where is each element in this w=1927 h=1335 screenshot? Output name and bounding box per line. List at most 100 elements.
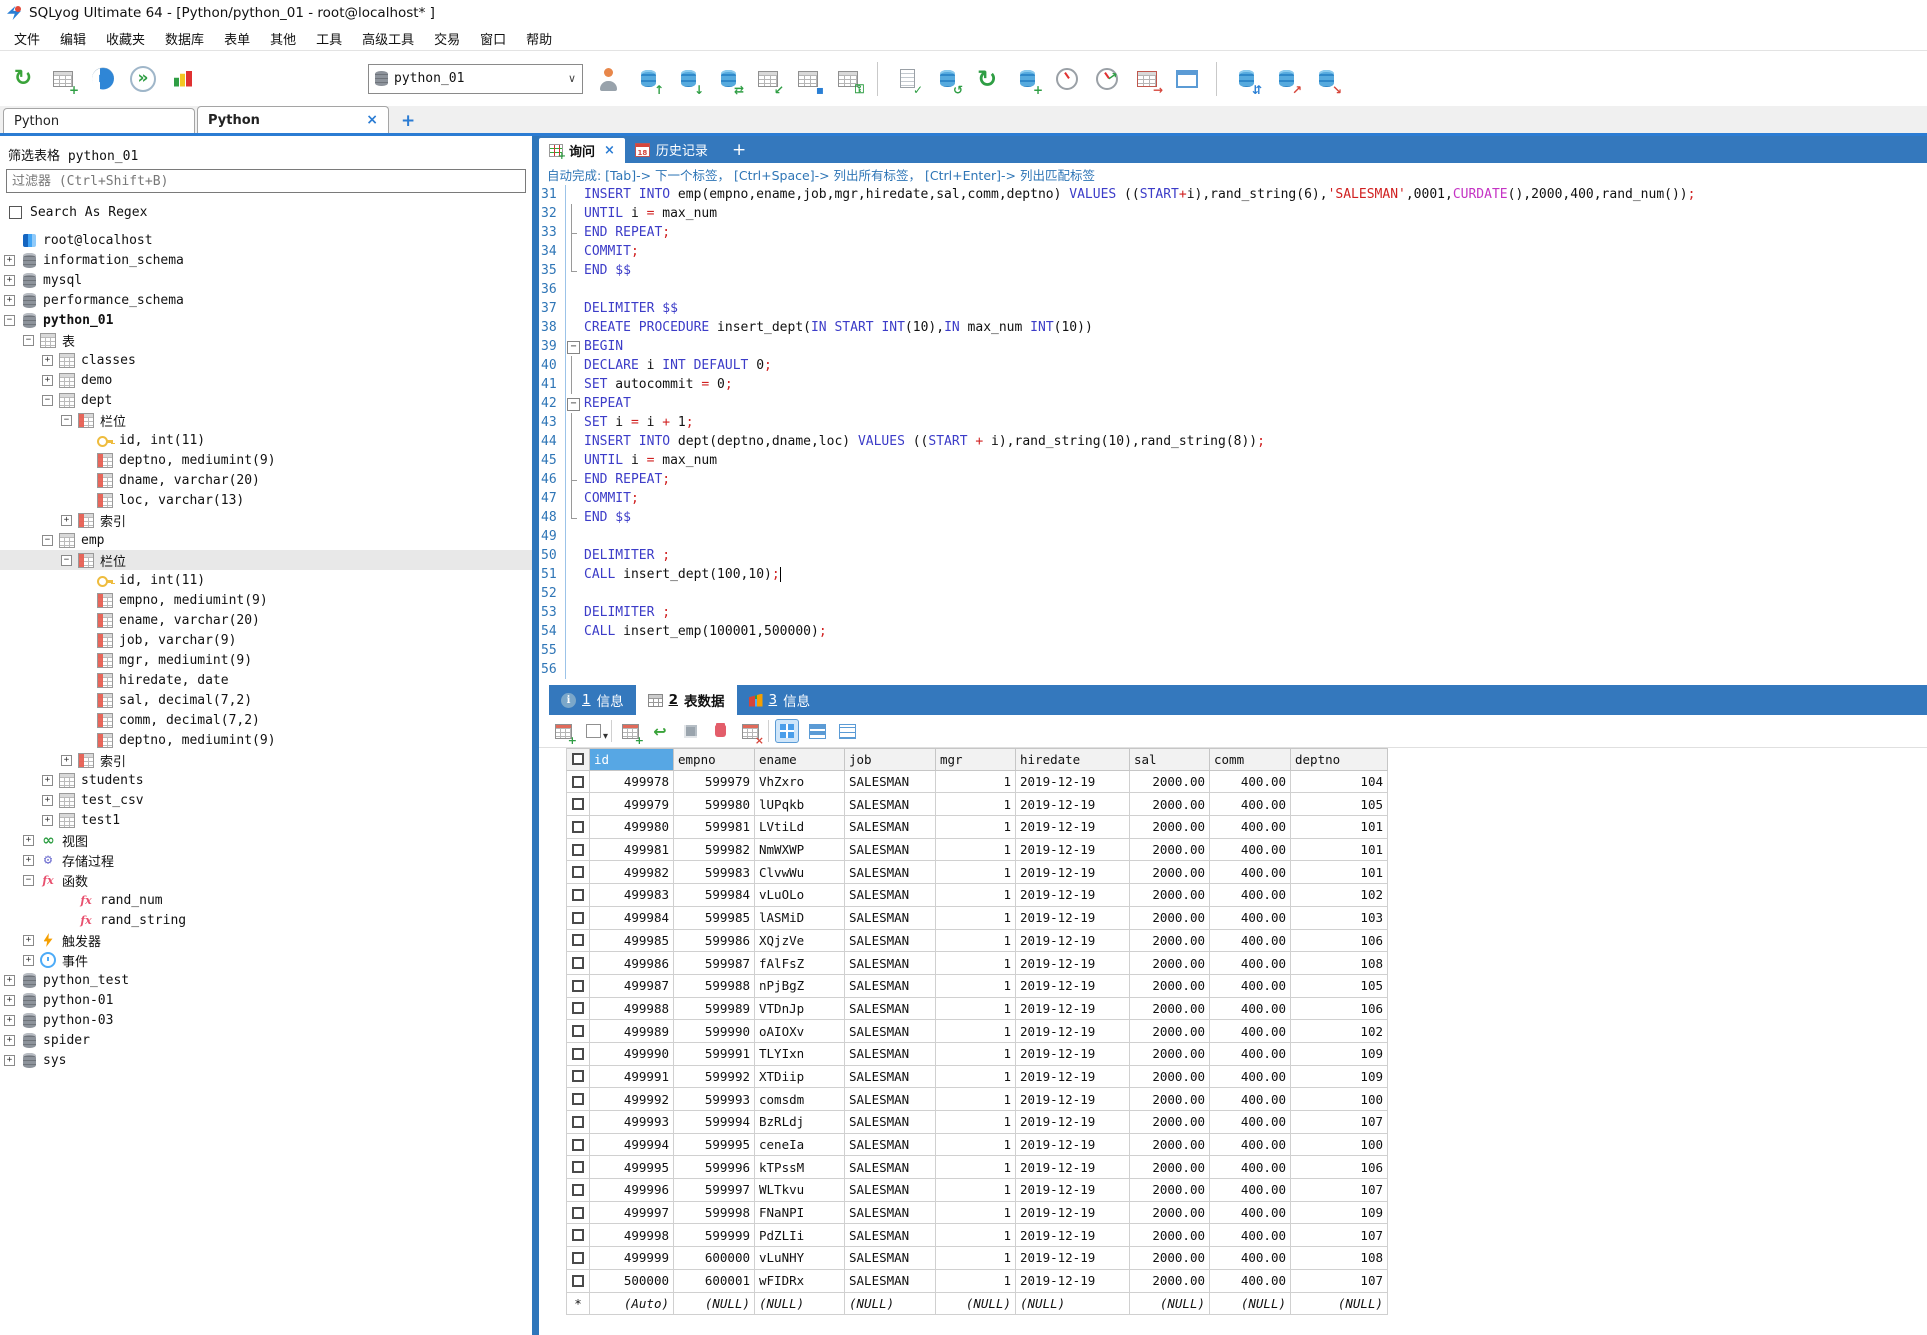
row-select-cell[interactable] xyxy=(566,816,590,839)
menu-item[interactable]: 编辑 xyxy=(60,32,87,48)
backup-table-icon[interactable] xyxy=(793,64,824,97)
db-export-icon[interactable] xyxy=(1271,64,1302,97)
grid-cell[interactable]: 1 xyxy=(936,1088,1016,1111)
grid-cell[interactable]: 599984 xyxy=(674,884,755,907)
tree-item-mysql[interactable]: mysql xyxy=(0,270,532,290)
grid-cell[interactable]: 499983 xyxy=(590,884,674,907)
grid-cell[interactable]: PdZLIi xyxy=(755,1224,845,1248)
row-checkbox[interactable] xyxy=(572,820,584,833)
grid-cell[interactable]: 2019-12-19 xyxy=(1016,997,1130,1021)
grid-cell[interactable]: SALESMAN xyxy=(845,1111,936,1134)
tree-item-test_csv[interactable]: test_csv xyxy=(0,790,532,810)
grid-cell[interactable]: 599989 xyxy=(674,997,755,1021)
grid-cell[interactable]: 400.00 xyxy=(1210,1042,1291,1066)
grid-cell[interactable]: fAlFsZ xyxy=(755,952,845,975)
grid-cell[interactable]: 499994 xyxy=(590,1133,674,1157)
tree-expander-icon[interactable] xyxy=(42,534,53,546)
tree-item-[interactable]: 函数 xyxy=(0,870,532,890)
export-table-icon[interactable] xyxy=(753,64,784,97)
grid-cell[interactable]: 499989 xyxy=(590,1020,674,1043)
grid-cell[interactable]: SALESMAN xyxy=(845,1133,936,1157)
grid-cell[interactable]: 2000.00 xyxy=(1130,1088,1210,1111)
table-row[interactable]: 499990 599991 TLYIxn SALESMAN 1 2019-12-19 200… xyxy=(566,1042,1927,1066)
sync-database-icon[interactable] xyxy=(713,64,744,97)
copy-table-icon[interactable] xyxy=(1132,64,1163,97)
grid-cell[interactable]: 2019-12-19 xyxy=(1016,906,1130,930)
row-checkbox[interactable] xyxy=(572,866,584,879)
row-select-cell[interactable] xyxy=(566,1179,590,1202)
grid-cell[interactable]: SALESMAN xyxy=(845,884,936,907)
table-row[interactable]: 499992 599993 comsdm SALESMAN 1 2019-12-19 200… xyxy=(566,1088,1927,1111)
row-checkbox[interactable] xyxy=(572,934,584,947)
text-view-icon[interactable] xyxy=(835,719,859,743)
save-changes-icon[interactable] xyxy=(678,719,702,743)
row-checkbox[interactable] xyxy=(572,1025,584,1038)
grid-cell[interactable]: 106 xyxy=(1291,1156,1388,1180)
tree-item-[interactable]: 触发器 xyxy=(0,930,532,950)
table-row[interactable]: 499978 599979 VhZxro SALESMAN 1 2019-12-19 200… xyxy=(566,770,1927,794)
insert-row-icon[interactable] xyxy=(618,719,644,747)
grid-cell[interactable]: 109 xyxy=(1291,1065,1388,1089)
filter-input-box[interactable] xyxy=(6,169,526,193)
grid-cell[interactable]: 1 xyxy=(936,1269,1016,1293)
grid-cell[interactable]: 2000.00 xyxy=(1130,929,1210,953)
grid-cell[interactable]: 599981 xyxy=(674,816,755,839)
row-select-cell[interactable] xyxy=(566,952,590,975)
db-synchronize-icon[interactable] xyxy=(1231,64,1262,97)
tree-expander-icon[interactable] xyxy=(61,414,72,426)
tree-item-[interactable]: 事件 xyxy=(0,950,532,970)
grid-cell-null[interactable]: (Auto) xyxy=(590,1292,674,1316)
results-tab-1[interactable]: i 1 信息 xyxy=(549,685,636,715)
table-row[interactable]: 499980 599981 LVtiLd SALESMAN 1 2019-12-19 200… xyxy=(566,816,1927,839)
row-checkbox[interactable] xyxy=(572,1161,584,1174)
refresh-database-icon[interactable] xyxy=(932,64,963,97)
grid-cell[interactable]: 2000.00 xyxy=(1130,906,1210,930)
database-selector[interactable]: python_01 ∨ xyxy=(368,63,583,94)
grid-cell[interactable]: 400.00 xyxy=(1210,906,1291,930)
grid-cell[interactable]: 599980 xyxy=(674,793,755,817)
grid-cell[interactable]: 2000.00 xyxy=(1130,861,1210,885)
grid-cell[interactable]: SALESMAN xyxy=(845,1201,936,1225)
grid-cell-null[interactable]: (NULL) xyxy=(674,1292,755,1316)
table-row[interactable]: 499988 599989 VTDnJp SALESMAN 1 2019-12-19 200… xyxy=(566,997,1927,1021)
grid-cell[interactable]: 2019-12-19 xyxy=(1016,884,1130,907)
grid-cell[interactable]: ceneIa xyxy=(755,1133,845,1157)
grid-cell[interactable]: 2019-12-19 xyxy=(1016,861,1130,885)
new-query-tab-button[interactable]: + xyxy=(731,139,747,160)
grid-cell[interactable]: 2000.00 xyxy=(1130,1042,1210,1066)
grid-cell[interactable]: 107 xyxy=(1291,1111,1388,1134)
grid-cell[interactable]: 400.00 xyxy=(1210,1156,1291,1180)
grid-cell[interactable]: 2019-12-19 xyxy=(1016,1201,1130,1225)
tree-expander-icon[interactable] xyxy=(23,874,34,886)
grid-cell[interactable]: SALESMAN xyxy=(845,793,936,817)
row-select-cell[interactable] xyxy=(566,1133,590,1157)
cancel-changes-icon[interactable] xyxy=(738,719,764,747)
grid-cell[interactable]: 499997 xyxy=(590,1201,674,1225)
auto-insert-row[interactable]: * (Auto) (NULL) (NULL) (NULL) (NULL) (NULL) (NU… xyxy=(566,1292,1927,1316)
grid-cell[interactable]: 1 xyxy=(936,793,1016,817)
results-tab-3[interactable]: 3 信息 xyxy=(737,685,823,715)
grid-cell[interactable]: 109 xyxy=(1291,1201,1388,1225)
grid-cell[interactable]: 2019-12-19 xyxy=(1016,816,1130,839)
tree-expander-icon[interactable] xyxy=(42,814,53,826)
grid-cell[interactable]: 2000.00 xyxy=(1130,793,1210,817)
grid-cell-null[interactable]: (NULL) xyxy=(1016,1292,1130,1316)
menu-item[interactable]: 帮助 xyxy=(526,32,553,48)
grid-cell[interactable]: 400.00 xyxy=(1210,1088,1291,1111)
grid-cell[interactable]: 499992 xyxy=(590,1088,674,1111)
grid-cell[interactable]: 1 xyxy=(936,1201,1016,1225)
grid-cell[interactable]: 400.00 xyxy=(1210,1111,1291,1134)
grid-cell[interactable]: 1 xyxy=(936,1111,1016,1134)
column-header-job[interactable]: job xyxy=(845,748,936,771)
grid-cell[interactable]: 599979 xyxy=(674,770,755,794)
table-row[interactable]: 499987 599988 nPjBgZ SALESMAN 1 2019-12-19 200… xyxy=(566,974,1927,998)
column-header-sal[interactable]: sal xyxy=(1130,748,1210,771)
grid-cell[interactable]: 100 xyxy=(1291,1088,1388,1111)
tree-expander-icon[interactable] xyxy=(4,254,15,266)
grid-cell[interactable]: 1 xyxy=(936,906,1016,930)
fold-collapse-icon[interactable] xyxy=(566,394,580,413)
grid-cell[interactable]: 400.00 xyxy=(1210,838,1291,862)
grid-cell[interactable]: 599986 xyxy=(674,929,755,953)
row-select-cell[interactable] xyxy=(566,906,590,930)
execute-all-queries-icon[interactable] xyxy=(128,64,158,94)
